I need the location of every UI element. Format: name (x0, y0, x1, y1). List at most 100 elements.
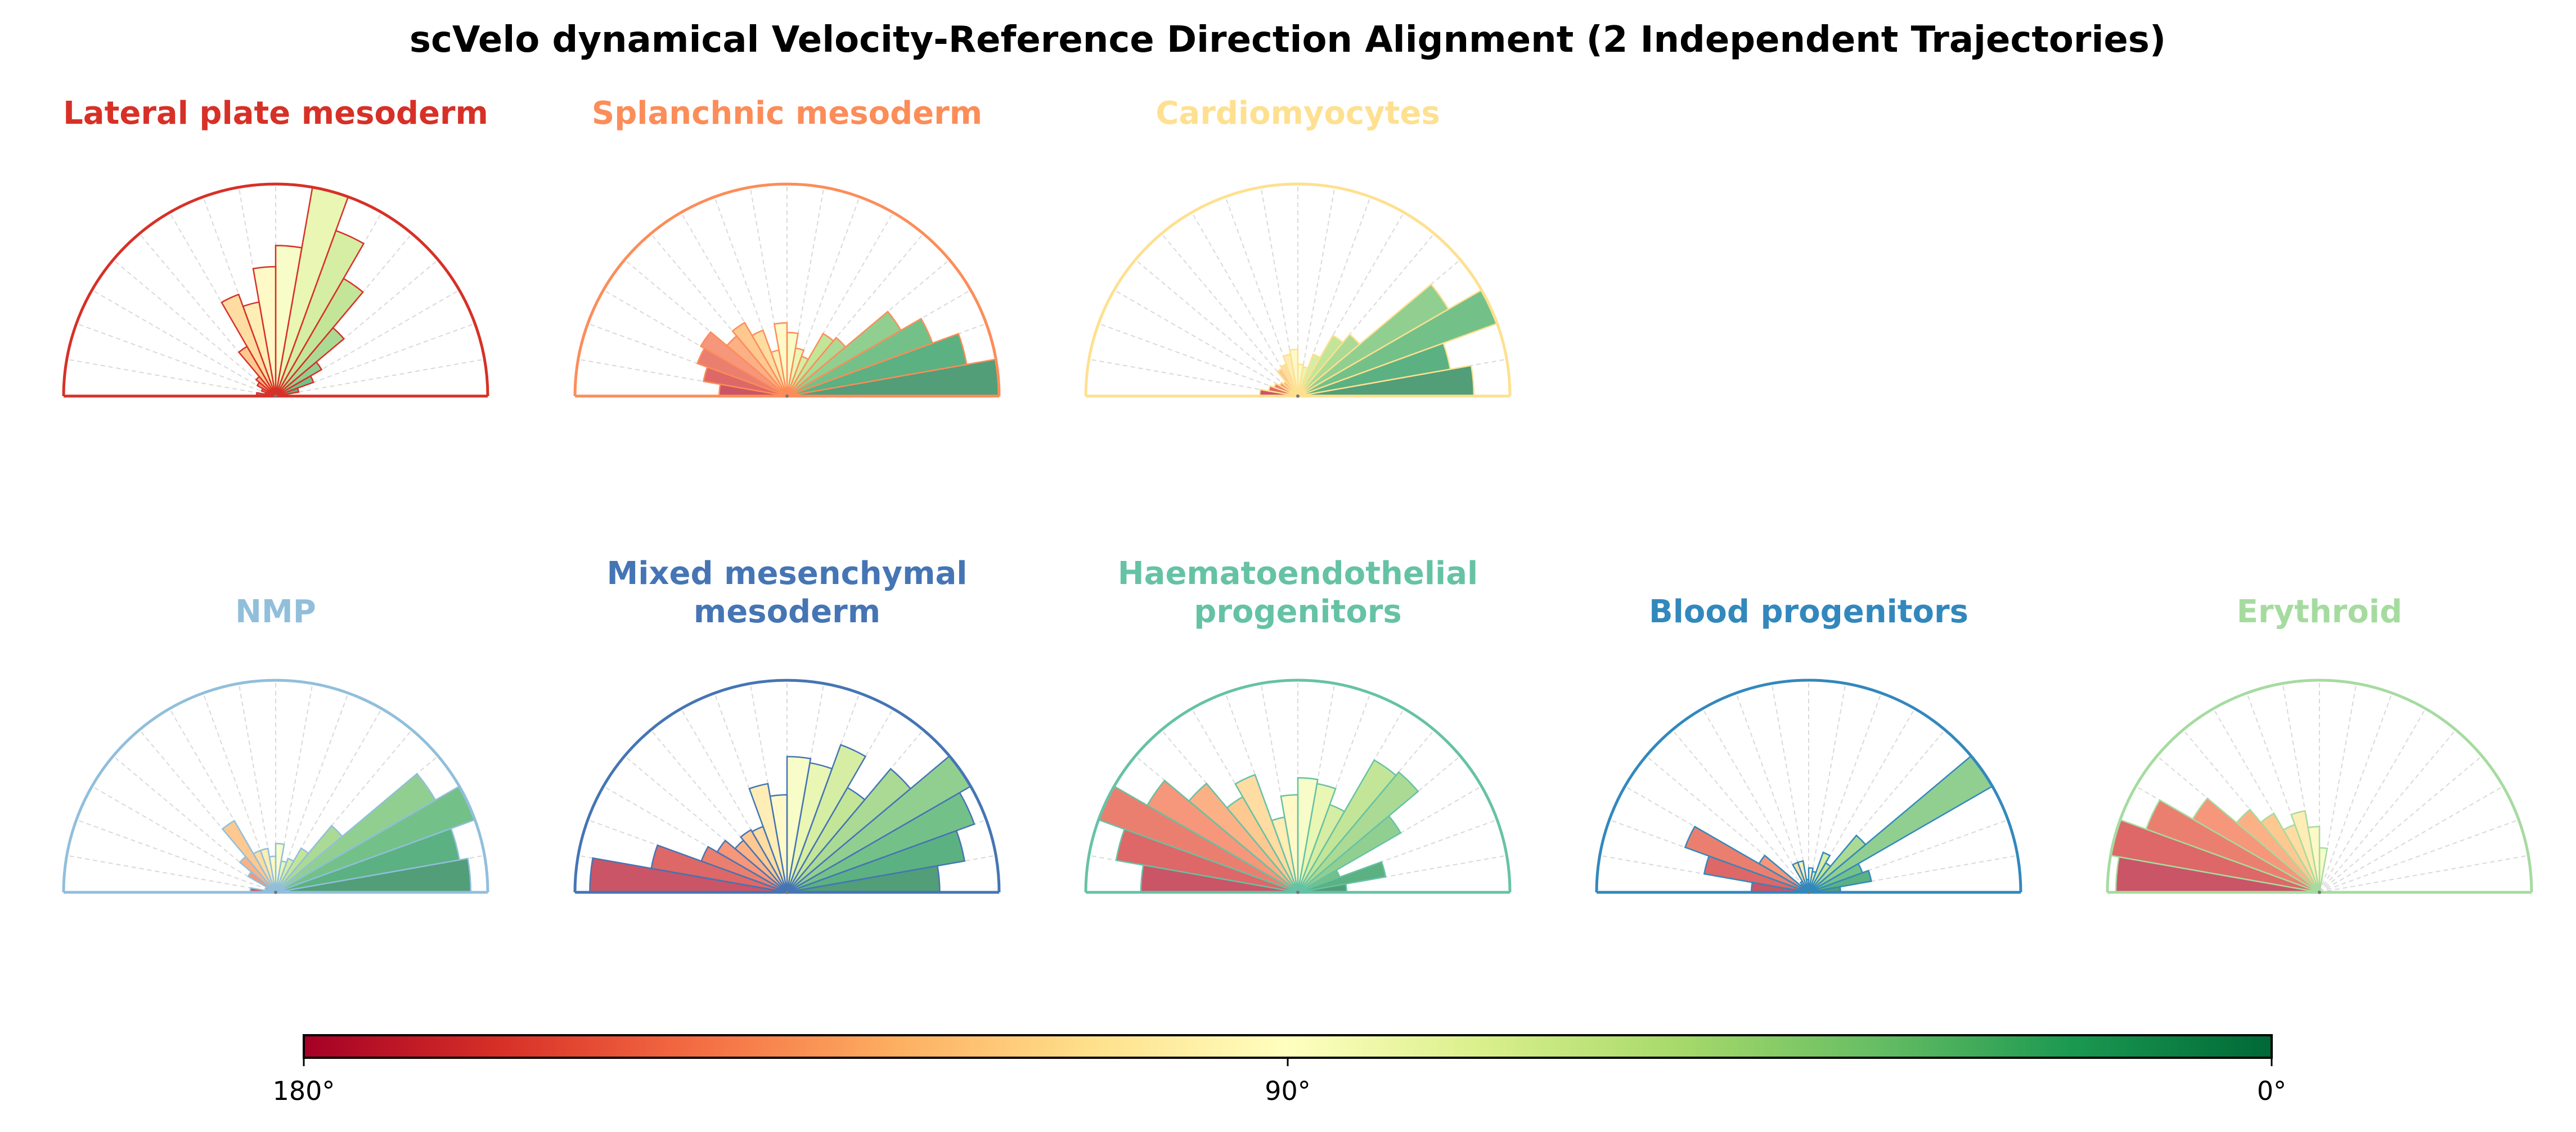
figure-title: scVelo dynamical Velocity-Reference Dire… (410, 19, 2166, 61)
polar-bar (1297, 333, 1361, 397)
polar-panel: Erythroid (2106, 594, 2533, 894)
polar-bar (696, 347, 788, 397)
angular-gridline (2319, 755, 2483, 893)
polar-center-dot (1807, 891, 1810, 894)
angular-gridline (92, 785, 276, 893)
polar-bar (786, 744, 867, 893)
angular-gridline (1808, 683, 1846, 893)
polar-center-dot (785, 891, 789, 894)
polar-bar (1297, 777, 1319, 893)
polar-outer-arc (62, 679, 489, 893)
polar-bar (275, 245, 303, 397)
polar-bar (786, 767, 912, 893)
angular-gridline (1191, 212, 1298, 397)
polar-bar (2318, 847, 2328, 893)
polar-bar (1684, 825, 1809, 893)
polar-bar (275, 824, 344, 893)
colorbar-tick-label: 90° (1265, 1076, 1311, 1106)
panels-grid: Lateral plate mesoderm Splanchnic mesoder… (62, 95, 2533, 894)
polar-bar (237, 345, 277, 397)
polar-bar (1234, 774, 1299, 893)
polar-bar (275, 847, 309, 893)
polar-bar (1297, 353, 1321, 397)
polar-panel: Cardiomyocytes (1084, 95, 1512, 398)
angular-gridline (1098, 323, 1298, 397)
panel-title: Erythroid (2237, 594, 2402, 630)
polar-center-dot (1296, 394, 1300, 398)
polar-bar (275, 772, 437, 893)
polar-bar (1703, 855, 1809, 893)
panel-title: Blood progenitors (1649, 594, 1968, 630)
panel-title: NMP (235, 594, 316, 630)
angular-gridline (2319, 785, 2503, 893)
polar-outer-arc (62, 182, 489, 397)
polar-bar (1808, 851, 1831, 893)
polar-bar (786, 317, 934, 397)
polar-bar (703, 366, 788, 397)
polar-bar (786, 756, 812, 893)
panel-title: mesoderm (694, 594, 880, 630)
angular-gridline (1702, 708, 1809, 893)
angular-gridline (2319, 855, 2529, 893)
polar-bar (1808, 834, 1867, 893)
polar-outer-arc (2106, 679, 2533, 893)
angular-gridline (2319, 819, 2519, 893)
polar-bar (221, 819, 277, 893)
angular-gridline (2319, 708, 2426, 893)
polar-bar (239, 855, 276, 893)
polar-bar (786, 336, 847, 397)
polar-outer-arc (1595, 679, 2022, 893)
polar-outer-arc (573, 182, 1001, 397)
polar-center-dot (2318, 891, 2321, 894)
polar-outer-arc (573, 679, 1001, 893)
polar-bar (247, 870, 276, 893)
polar-outer-arc (1084, 182, 1512, 397)
polar-bar (786, 310, 902, 397)
polar-bar (1297, 283, 1450, 397)
angular-gridline (66, 358, 276, 397)
angular-gridline (2319, 693, 2393, 893)
panel-title: Cardiomyocytes (1156, 95, 1440, 132)
polar-bar (1808, 867, 1814, 893)
angular-gridline (113, 259, 276, 397)
angular-gridline (1297, 187, 1336, 397)
polar-bar (1115, 828, 1298, 893)
colorbar-tick-label: 180° (273, 1076, 335, 1106)
polar-bar (275, 843, 285, 893)
polar-bar (275, 857, 295, 893)
polar-center-dot (1296, 891, 1300, 894)
polar-bar (699, 331, 788, 397)
polar-center-dot (274, 891, 277, 894)
angular-gridline (275, 358, 485, 397)
polar-panel: NMP (62, 594, 489, 894)
polar-center-dot (785, 394, 789, 398)
polar-bar (1297, 771, 1419, 893)
angular-gridline (1771, 683, 1809, 893)
angular-gridline (1114, 289, 1298, 397)
angular-gridline (1135, 259, 1298, 397)
angular-gridline (66, 855, 276, 893)
angular-gridline (1736, 693, 1809, 893)
angular-gridline (1671, 729, 1809, 893)
polar-bar (739, 829, 788, 893)
polar-outer-arc (1084, 679, 1512, 893)
panel-title: Lateral plate mesoderm (63, 95, 488, 132)
angular-gridline (92, 289, 276, 397)
colorbar-gradient (303, 1034, 2273, 1059)
polar-bar (1808, 754, 1994, 893)
colorbar-tick-label: 0° (2257, 1076, 2286, 1106)
angular-gridline (76, 323, 276, 397)
polar-bar (221, 293, 277, 397)
polar-center-dot (274, 394, 277, 398)
polar-panel: Blood progenitors (1595, 594, 2022, 894)
polar-panel: Splanchnic mesoderm (573, 95, 1001, 398)
panel-title: progenitors (1194, 594, 1402, 630)
panel-title: Haematoendothelial (1118, 555, 1478, 592)
panel-title: Mixed mesenchymal (606, 555, 967, 592)
angular-gridline (76, 819, 276, 893)
polar-bar (786, 333, 968, 397)
polar-bar (1297, 334, 1344, 397)
